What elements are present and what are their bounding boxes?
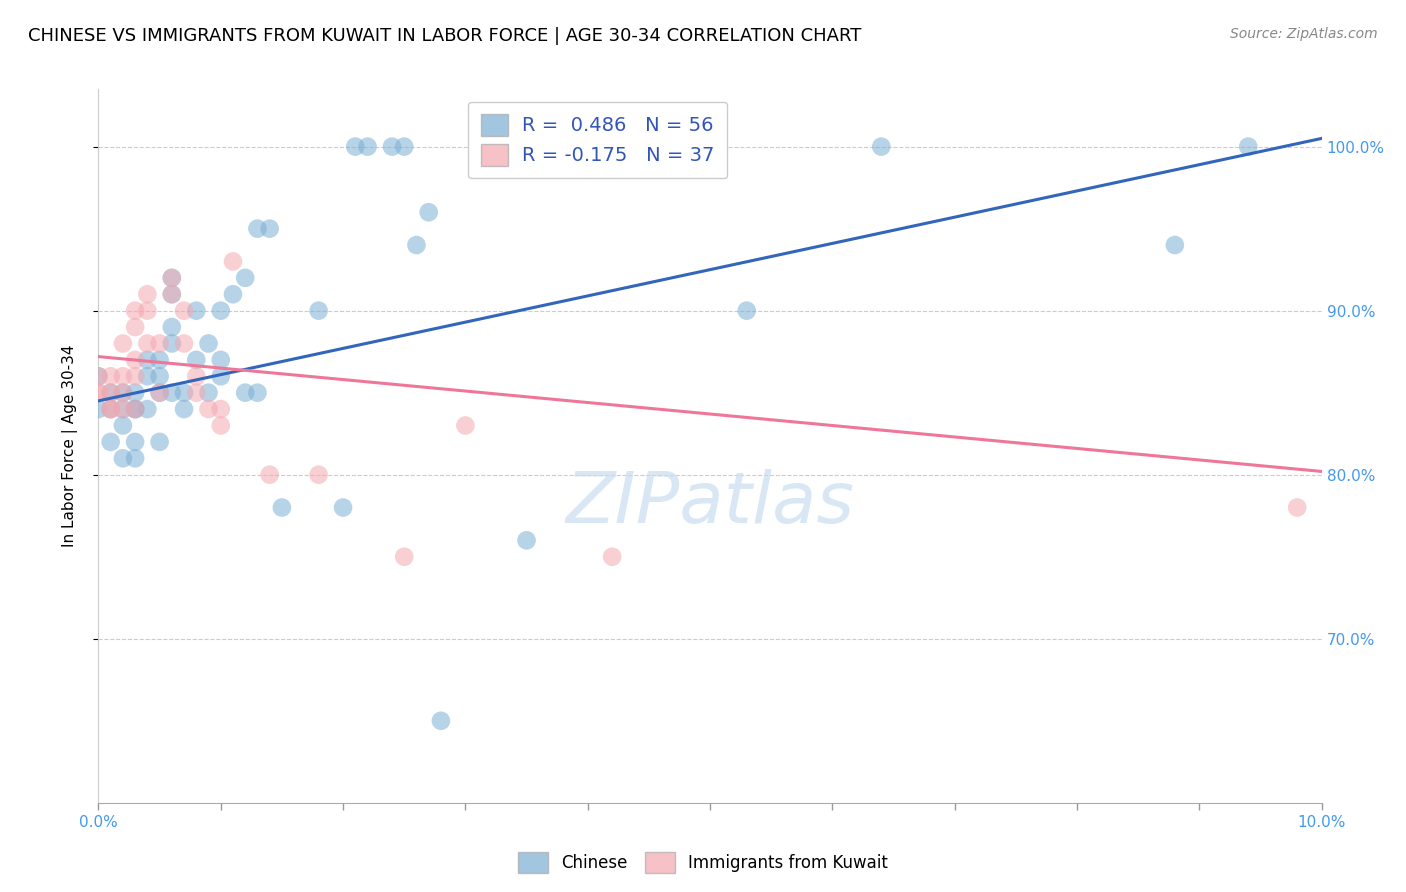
Legend: R =  0.486   N = 56, R = -0.175   N = 37: R = 0.486 N = 56, R = -0.175 N = 37	[468, 102, 727, 178]
Point	[87, 369, 110, 384]
Point	[149, 336, 172, 351]
Point	[160, 287, 183, 301]
Point	[381, 139, 404, 153]
Point	[173, 402, 195, 417]
Point	[259, 221, 281, 235]
Point	[270, 500, 292, 515]
Point	[222, 287, 245, 301]
Point	[1286, 500, 1309, 515]
Point	[160, 385, 183, 400]
Point	[344, 139, 367, 153]
Point	[100, 402, 122, 417]
Point	[111, 402, 134, 417]
Point	[124, 402, 146, 417]
Point	[149, 385, 172, 400]
Text: CHINESE VS IMMIGRANTS FROM KUWAIT IN LABOR FORCE | AGE 30-34 CORRELATION CHART: CHINESE VS IMMIGRANTS FROM KUWAIT IN LAB…	[28, 27, 862, 45]
Point	[111, 402, 134, 417]
Point	[209, 352, 232, 367]
Point	[100, 369, 122, 384]
Legend: Chinese, Immigrants from Kuwait: Chinese, Immigrants from Kuwait	[512, 846, 894, 880]
Point	[100, 402, 122, 417]
Point	[430, 714, 453, 728]
Point	[111, 369, 134, 384]
Point	[124, 303, 146, 318]
Point	[136, 287, 159, 301]
Point	[197, 402, 219, 417]
Point	[111, 418, 134, 433]
Point	[209, 303, 232, 318]
Point	[160, 320, 183, 334]
Point	[136, 352, 159, 367]
Point	[600, 549, 623, 564]
Point	[870, 139, 893, 153]
Point	[735, 303, 758, 318]
Point	[160, 287, 183, 301]
Point	[1164, 238, 1187, 252]
Point	[149, 369, 172, 384]
Point	[186, 303, 208, 318]
Point	[246, 221, 269, 235]
Point	[222, 254, 245, 268]
Point	[405, 238, 427, 252]
Point	[308, 303, 330, 318]
Point	[186, 385, 208, 400]
Point	[173, 336, 195, 351]
Point	[209, 369, 232, 384]
Point	[87, 369, 110, 384]
Point	[186, 352, 208, 367]
Point	[149, 385, 172, 400]
Point	[356, 139, 378, 153]
Point	[516, 533, 538, 548]
Point	[136, 369, 159, 384]
Point	[418, 205, 440, 219]
Point	[209, 402, 232, 417]
Point	[233, 270, 256, 285]
Point	[124, 434, 146, 449]
Point	[124, 352, 146, 367]
Point	[160, 336, 183, 351]
Point	[197, 336, 219, 351]
Point	[124, 451, 146, 466]
Point	[332, 500, 354, 515]
Point	[100, 402, 122, 417]
Point	[173, 385, 195, 400]
Point	[1237, 139, 1260, 153]
Point	[454, 418, 477, 433]
Point	[149, 352, 172, 367]
Point	[87, 385, 110, 400]
Point	[392, 549, 416, 564]
Point	[124, 320, 146, 334]
Y-axis label: In Labor Force | Age 30-34: In Labor Force | Age 30-34	[62, 344, 77, 548]
Point	[233, 385, 256, 400]
Point	[246, 385, 269, 400]
Point	[149, 434, 172, 449]
Point	[308, 467, 330, 482]
Point	[259, 467, 281, 482]
Text: Source: ZipAtlas.com: Source: ZipAtlas.com	[1230, 27, 1378, 41]
Point	[111, 451, 134, 466]
Point	[100, 434, 122, 449]
Point	[87, 402, 110, 417]
Text: ZIPatlas: ZIPatlas	[565, 468, 855, 538]
Point	[111, 385, 134, 400]
Point	[100, 385, 122, 400]
Point	[160, 270, 183, 285]
Point	[173, 303, 195, 318]
Point	[392, 139, 416, 153]
Point	[87, 385, 110, 400]
Point	[136, 402, 159, 417]
Point	[136, 336, 159, 351]
Point	[111, 385, 134, 400]
Point	[186, 369, 208, 384]
Point	[124, 385, 146, 400]
Point	[197, 385, 219, 400]
Point	[111, 336, 134, 351]
Point	[209, 418, 232, 433]
Point	[124, 402, 146, 417]
Point	[160, 270, 183, 285]
Point	[124, 402, 146, 417]
Point	[124, 369, 146, 384]
Point	[100, 385, 122, 400]
Point	[136, 303, 159, 318]
